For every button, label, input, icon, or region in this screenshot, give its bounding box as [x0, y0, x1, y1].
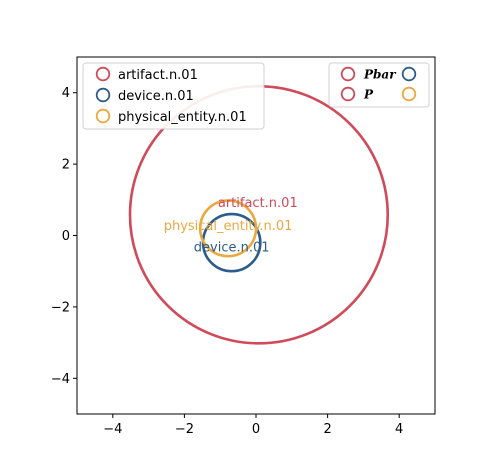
legend-pp-marker-left-1 [340, 86, 356, 102]
y-tick-label: 0 [62, 229, 70, 244]
y-axis: −4 −2 0 2 4 [51, 86, 77, 387]
circle-label-2: physical_entity.n.01 [164, 219, 293, 234]
legend-label-1: device.n.01 [118, 89, 194, 104]
legend-label-2: physical_entity.n.01 [118, 110, 247, 125]
legend-pp: Pbar P [328, 62, 430, 108]
circle-2 [198, 199, 258, 258]
legend-label-0: artifact.n.01 [118, 68, 198, 83]
x-tick-label: 4 [395, 422, 403, 437]
legend-pp-marker-right-1 [401, 86, 417, 102]
legend-marker-2 [95, 108, 111, 124]
circle-label-0: artifact.n.01 [218, 196, 298, 211]
y-tick-label: 4 [62, 86, 70, 101]
y-tick-label: −2 [51, 300, 70, 315]
x-tick-label: −2 [175, 422, 194, 437]
circle-label-1: device.n.01 [194, 241, 270, 256]
legend-main: artifact.n.01 device.n.01 physical_entity.… [82, 62, 265, 130]
legend-pp-label-0: Pbar [363, 68, 397, 82]
legend-pp-label-1: P [363, 88, 374, 102]
x-tick-label: −4 [103, 422, 122, 437]
legend-main-box [82, 62, 265, 130]
legend-marker-0 [95, 66, 111, 82]
x-tick-label: 0 [252, 422, 260, 437]
x-tick-label: 2 [323, 422, 331, 437]
legend-pp-marker-left-0 [340, 66, 356, 82]
legend-marker-1 [95, 87, 111, 103]
x-axis: −4 −2 0 2 4 [103, 414, 403, 437]
legend-pp-marker-right-0 [401, 66, 417, 82]
y-tick-label: −4 [51, 372, 70, 387]
y-tick-label: 2 [62, 158, 70, 173]
